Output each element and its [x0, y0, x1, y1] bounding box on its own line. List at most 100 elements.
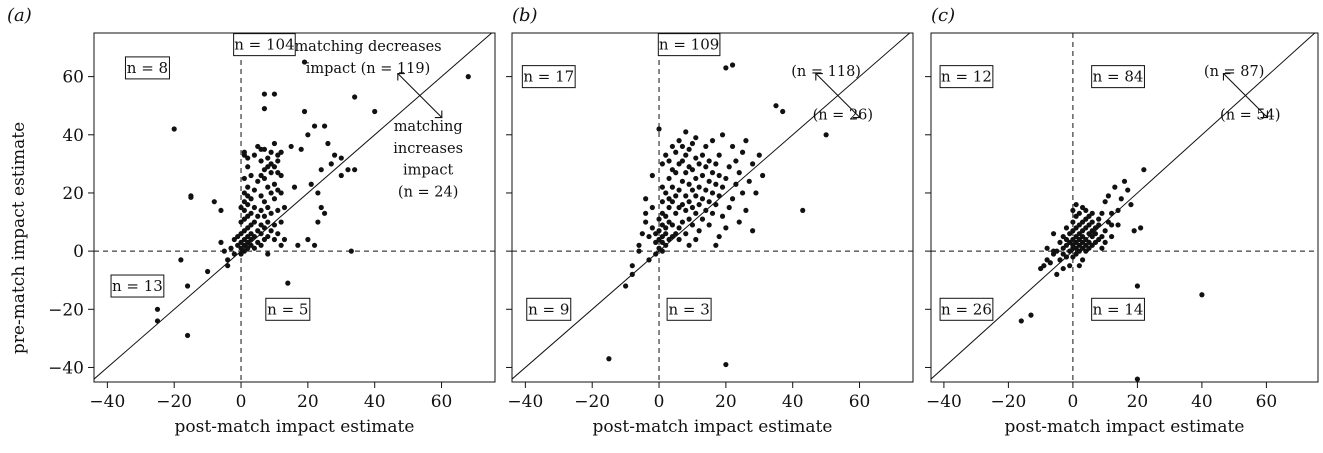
data-point: [1109, 210, 1115, 216]
data-point: [666, 158, 672, 164]
data-point: [1099, 233, 1105, 240]
data-point: [726, 164, 732, 170]
arrow-shaft: [815, 73, 861, 118]
data-point: [1079, 257, 1086, 263]
data-point: [1070, 219, 1076, 225]
data-point: [709, 138, 716, 144]
data-point: [800, 207, 806, 214]
x-tick-label: 0: [236, 392, 247, 412]
data-point: [1115, 222, 1121, 228]
data-point: [278, 149, 284, 155]
data-point: [1060, 265, 1066, 272]
data-point: [271, 196, 278, 202]
data-point: [1096, 222, 1102, 228]
x-tick-label: 40: [1191, 392, 1213, 412]
data-point: [308, 181, 314, 187]
data-point: [719, 184, 726, 190]
quadrant-count-label: n = 84: [1093, 68, 1144, 86]
data-point: [295, 242, 301, 248]
data-point: [261, 146, 268, 152]
data-point: [713, 161, 719, 167]
data-point: [676, 225, 682, 231]
data-point: [669, 143, 676, 150]
data-point: [639, 231, 645, 237]
annotation-text: (n = 54): [1220, 107, 1280, 123]
data-point: [676, 138, 682, 144]
data-point: [261, 91, 268, 97]
data-point: [1134, 283, 1140, 289]
data-point: [278, 219, 284, 225]
annotation-text: impact: [403, 163, 453, 179]
data-point: [683, 129, 689, 135]
data-point: [689, 204, 696, 211]
data-point: [706, 199, 712, 205]
data-point: [325, 140, 331, 147]
data-point: [281, 204, 288, 211]
data-point: [706, 178, 712, 184]
data-point: [663, 190, 669, 196]
data-point: [659, 161, 665, 167]
data-point: [1018, 318, 1024, 324]
panel-label: (a): [7, 5, 32, 26]
data-point: [1044, 245, 1050, 251]
data-point: [285, 280, 291, 286]
data-point: [305, 236, 311, 243]
data-point: [1121, 178, 1128, 184]
annotation-text: matching decreases: [294, 39, 441, 55]
data-point: [338, 155, 344, 161]
data-point: [231, 251, 237, 257]
data-point: [245, 201, 251, 208]
plot-area: [512, 33, 913, 382]
data-point: [623, 283, 629, 289]
data-point: [693, 193, 699, 199]
data-point: [696, 161, 702, 167]
quadrant-count-label: n = 13: [112, 277, 163, 295]
x-tick-label: 0: [1067, 392, 1078, 412]
data-point: [713, 201, 719, 208]
data-point: [271, 140, 278, 147]
data-point: [663, 152, 669, 158]
data-point: [706, 158, 712, 164]
quadrant-count-label: n = 104: [234, 36, 294, 54]
plot-frame: [930, 32, 1319, 383]
data-point: [1067, 263, 1073, 269]
data-point: [643, 196, 649, 202]
data-point: [255, 213, 261, 219]
data-point: [683, 231, 689, 237]
data-point: [729, 143, 736, 150]
data-point: [258, 242, 264, 248]
data-point: [154, 318, 161, 324]
data-point: [693, 155, 699, 161]
data-point: [606, 356, 612, 362]
quadrant-count-box: [657, 33, 721, 57]
data-point: [268, 170, 274, 176]
data-point: [1099, 210, 1105, 216]
x-tick-label: 20: [297, 392, 319, 412]
x-tick-label: −20: [574, 392, 610, 412]
data-point: [248, 196, 254, 202]
data-point: [689, 140, 696, 147]
data-point: [251, 233, 257, 240]
panels: −40 −20 0 20 40 60 −40 −20 0 20 40 60 post-match imp…: [7, 5, 1319, 437]
data-point: [1096, 216, 1102, 222]
data-point: [1141, 167, 1147, 173]
data-point: [1047, 260, 1053, 266]
data-point: [629, 271, 635, 277]
data-point: [251, 152, 257, 158]
data-point: [225, 257, 231, 263]
data-point: [689, 167, 696, 173]
data-point: [673, 193, 679, 199]
data-point: [719, 132, 726, 138]
data-point: [245, 184, 251, 190]
data-point: [699, 216, 706, 222]
data-point: [278, 172, 284, 179]
data-point: [258, 158, 264, 164]
data-point: [268, 190, 274, 196]
data-point: [659, 184, 665, 190]
data-point: [716, 193, 722, 199]
data-point: [265, 184, 271, 190]
data-point: [1131, 228, 1137, 234]
data-point: [709, 170, 716, 176]
data-point: [716, 233, 722, 240]
data-point: [753, 190, 759, 196]
